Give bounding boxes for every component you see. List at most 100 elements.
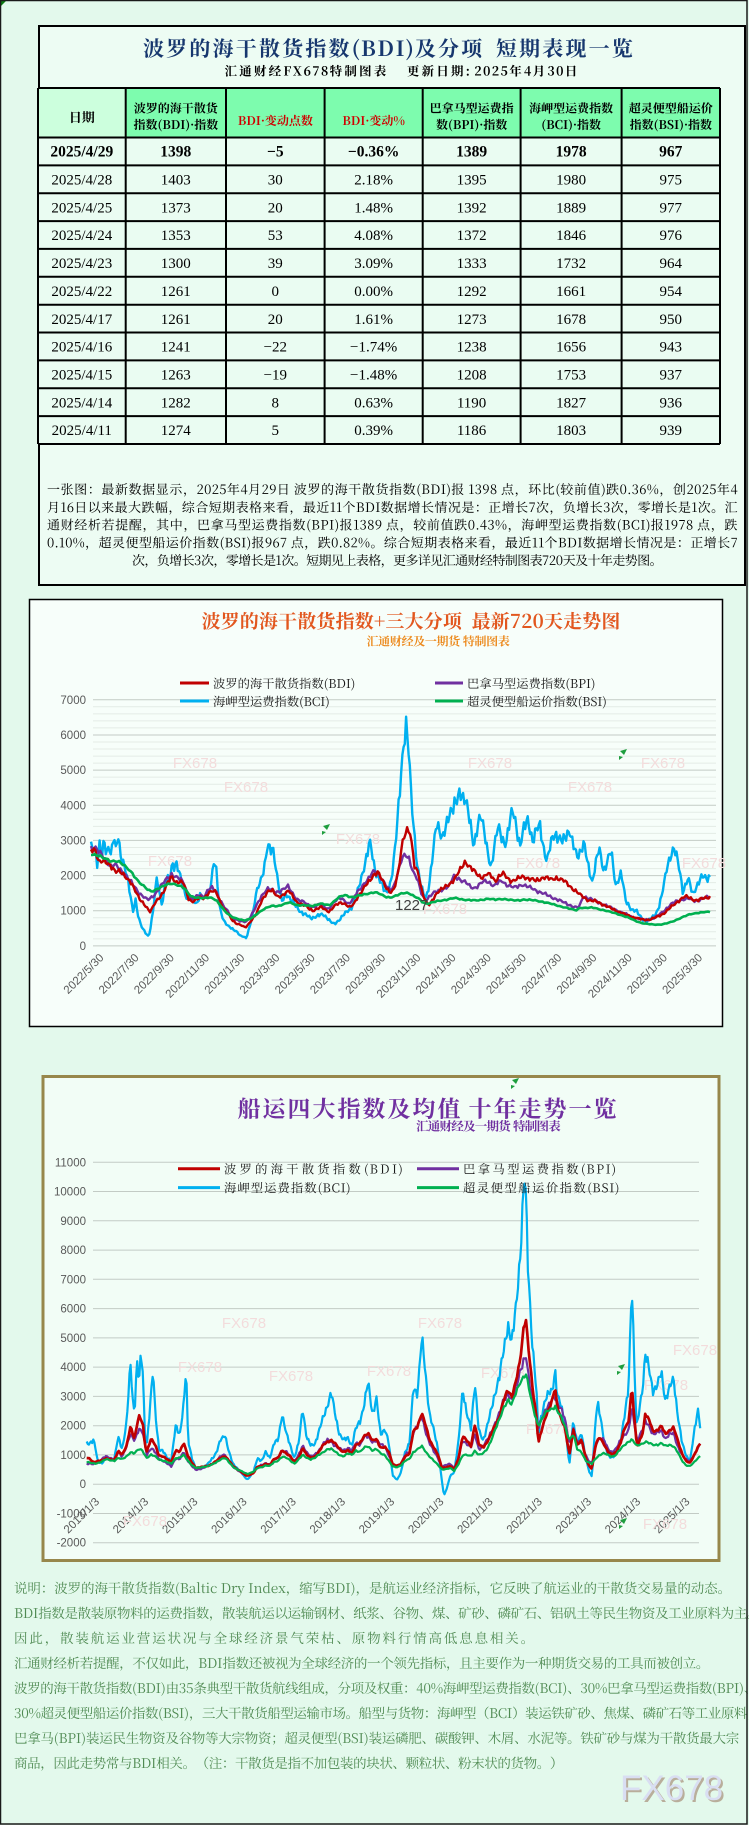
svg-text:FX678: FX678 xyxy=(224,779,268,796)
svg-text:FX678: FX678 xyxy=(336,831,380,848)
svg-text:0: 0 xyxy=(80,1479,86,1491)
svg-text:2.18%: 2.18% xyxy=(354,173,393,189)
svg-text:0.00%: 0.00% xyxy=(354,284,393,300)
svg-text:1.61%: 1.61% xyxy=(354,312,393,328)
svg-text:950: 950 xyxy=(660,312,683,328)
svg-text:1656: 1656 xyxy=(556,340,587,356)
svg-text:1274: 1274 xyxy=(161,423,192,439)
svg-text:1392: 1392 xyxy=(457,200,487,216)
svg-text:3.09%: 3.09% xyxy=(354,256,393,272)
svg-text:5: 5 xyxy=(272,423,280,439)
svg-text:1000: 1000 xyxy=(60,906,86,918)
svg-text:2025/4/11: 2025/4/11 xyxy=(52,423,112,439)
svg-text:3000: 3000 xyxy=(60,1391,86,1403)
svg-text:FX678: FX678 xyxy=(673,1342,717,1359)
svg-text:937: 937 xyxy=(660,368,683,384)
svg-text:2025/4/24: 2025/4/24 xyxy=(51,228,112,244)
svg-text:1803: 1803 xyxy=(556,423,586,439)
svg-text:FX678: FX678 xyxy=(620,1769,723,1808)
svg-text:53: 53 xyxy=(268,228,283,244)
svg-text:936: 936 xyxy=(660,395,683,411)
svg-text:-2000: -2000 xyxy=(57,1538,86,1550)
svg-text:1732: 1732 xyxy=(556,256,586,272)
svg-text:4.08%: 4.08% xyxy=(354,228,393,244)
svg-text:1261: 1261 xyxy=(161,312,191,328)
svg-text:1389: 1389 xyxy=(456,144,487,161)
svg-text:7000: 7000 xyxy=(60,1274,86,1286)
svg-text:1208: 1208 xyxy=(457,368,487,384)
svg-text:1186: 1186 xyxy=(457,423,487,439)
svg-text:1372: 1372 xyxy=(457,228,487,244)
svg-text:1238: 1238 xyxy=(457,340,487,356)
svg-text:FX678: FX678 xyxy=(173,755,217,772)
svg-text:1398: 1398 xyxy=(160,144,191,161)
svg-text:0: 0 xyxy=(272,284,280,300)
svg-text:939: 939 xyxy=(660,423,683,439)
svg-text:977: 977 xyxy=(660,200,683,216)
svg-text:1261: 1261 xyxy=(161,284,191,300)
svg-text:FX678: FX678 xyxy=(468,755,512,772)
svg-text:2025/4/17: 2025/4/17 xyxy=(51,312,112,328)
svg-text:2000: 2000 xyxy=(60,1421,86,1433)
svg-text:8: 8 xyxy=(272,395,280,411)
svg-text:1000: 1000 xyxy=(60,1450,86,1462)
svg-text:39: 39 xyxy=(268,256,283,272)
svg-text:FX678: FX678 xyxy=(568,779,612,796)
svg-text:1827: 1827 xyxy=(556,395,587,411)
svg-text:2000: 2000 xyxy=(60,871,86,883)
svg-text:1263: 1263 xyxy=(161,368,191,384)
svg-text:−22: −22 xyxy=(264,340,287,356)
svg-text:FX678: FX678 xyxy=(622,1771,725,1810)
svg-text:FX678: FX678 xyxy=(516,855,560,872)
svg-text:2025/4/23: 2025/4/23 xyxy=(51,256,112,272)
svg-text:FX678: FX678 xyxy=(178,1359,222,1376)
svg-text:954: 954 xyxy=(660,284,683,300)
svg-text:20: 20 xyxy=(268,312,283,328)
svg-text:975: 975 xyxy=(660,173,683,189)
svg-text:1661: 1661 xyxy=(556,284,586,300)
svg-text:1678: 1678 xyxy=(556,312,586,328)
svg-text:30: 30 xyxy=(268,173,283,189)
svg-text:1300: 1300 xyxy=(161,256,191,272)
svg-text:1403: 1403 xyxy=(161,173,191,189)
svg-text:1227: 1227 xyxy=(395,897,428,914)
svg-text:20: 20 xyxy=(268,200,283,216)
svg-text:9000: 9000 xyxy=(60,1216,86,1228)
svg-text:−19: −19 xyxy=(264,368,287,384)
svg-text:FX678: FX678 xyxy=(423,901,467,918)
svg-text:−5: −5 xyxy=(267,144,284,161)
svg-text:5000: 5000 xyxy=(60,1333,86,1345)
svg-text:1889: 1889 xyxy=(556,200,586,216)
svg-text:967: 967 xyxy=(659,144,683,161)
svg-text:FX678: FX678 xyxy=(222,1315,266,1332)
svg-text:2025/4/25: 2025/4/25 xyxy=(51,200,112,216)
svg-text:4000: 4000 xyxy=(60,1362,86,1374)
svg-text:2025/4/14: 2025/4/14 xyxy=(51,395,112,411)
svg-text:2025/4/16: 2025/4/16 xyxy=(51,340,112,356)
svg-text:964: 964 xyxy=(660,256,683,272)
svg-text:8000: 8000 xyxy=(60,1245,86,1257)
svg-text:0.63%: 0.63% xyxy=(354,395,393,411)
svg-text:0: 0 xyxy=(80,941,86,953)
svg-text:1978: 1978 xyxy=(556,144,587,161)
svg-text:976: 976 xyxy=(660,228,683,244)
svg-text:11000: 11000 xyxy=(55,1157,86,1169)
svg-text:1753: 1753 xyxy=(556,368,586,384)
svg-text:FX678: FX678 xyxy=(269,1368,313,1385)
svg-text:1395: 1395 xyxy=(457,173,487,189)
svg-text:10000: 10000 xyxy=(54,1187,86,1199)
svg-text:1980: 1980 xyxy=(556,173,586,189)
svg-text:943: 943 xyxy=(660,340,683,356)
svg-text:2025/4/28: 2025/4/28 xyxy=(51,173,112,189)
svg-text:-1000: -1000 xyxy=(57,1509,86,1521)
svg-text:1241: 1241 xyxy=(161,340,191,356)
svg-text:FX678: FX678 xyxy=(641,755,685,772)
svg-text:3000: 3000 xyxy=(60,835,86,847)
svg-text:FX678: FX678 xyxy=(418,1315,462,1332)
svg-text:FX678: FX678 xyxy=(123,1513,167,1530)
svg-text:2025/4/15: 2025/4/15 xyxy=(51,368,112,384)
svg-text:1333: 1333 xyxy=(457,256,487,272)
svg-text:1846: 1846 xyxy=(556,228,587,244)
svg-text:4000: 4000 xyxy=(60,800,86,812)
svg-text:2025/4/29: 2025/4/29 xyxy=(50,144,113,161)
